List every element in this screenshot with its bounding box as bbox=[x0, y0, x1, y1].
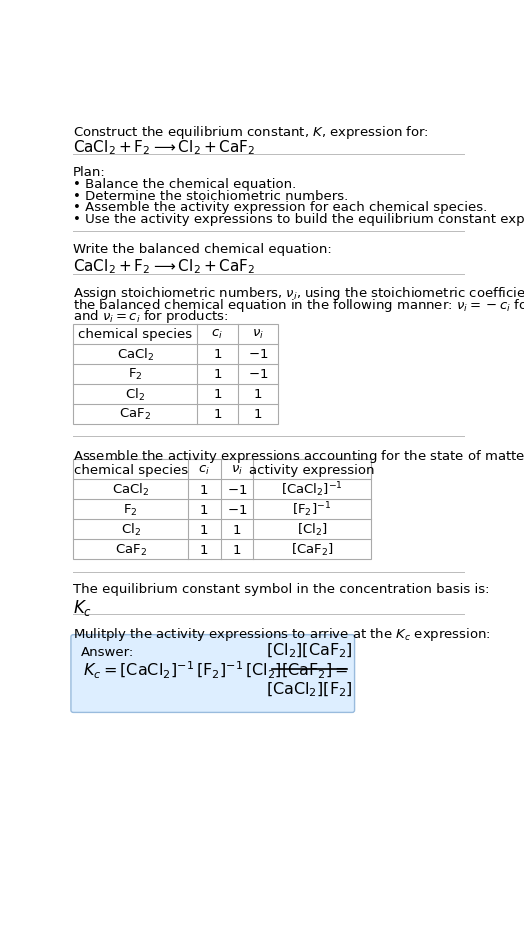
Text: $1$: $1$ bbox=[253, 387, 263, 401]
Text: $\mathrm{CaF_2}$: $\mathrm{CaF_2}$ bbox=[119, 407, 151, 422]
Text: Assemble the activity expressions accounting for the state of matter and $\nu_i$: Assemble the activity expressions accoun… bbox=[73, 447, 524, 465]
Text: $\nu_i$: $\nu_i$ bbox=[231, 463, 243, 476]
Text: • Determine the stoichiometric numbers.: • Determine the stoichiometric numbers. bbox=[73, 189, 348, 203]
Text: $K_c = [\mathrm{CaCl_2}]^{-1}\,[\mathrm{F_2}]^{-1}\,[\mathrm{Cl_2}][\mathrm{CaF_: $K_c = [\mathrm{CaCl_2}]^{-1}\,[\mathrm{… bbox=[83, 659, 348, 680]
Text: $\mathrm{CaF_2}$: $\mathrm{CaF_2}$ bbox=[115, 542, 147, 557]
Text: $\mathrm{CaCl_2 + F_2 \longrightarrow Cl_2 + CaF_2}$: $\mathrm{CaCl_2 + F_2 \longrightarrow Cl… bbox=[73, 138, 256, 157]
Text: $c_i$: $c_i$ bbox=[198, 463, 210, 476]
Text: Assign stoichiometric numbers, $\nu_i$, using the stoichiometric coefficients, $: Assign stoichiometric numbers, $\nu_i$, … bbox=[73, 285, 524, 302]
Text: 1: 1 bbox=[200, 503, 209, 516]
Text: The equilibrium constant symbol in the concentration basis is:: The equilibrium constant symbol in the c… bbox=[73, 583, 490, 596]
Text: and $\nu_i = c_i$ for products:: and $\nu_i = c_i$ for products: bbox=[73, 308, 229, 325]
FancyBboxPatch shape bbox=[71, 635, 355, 713]
Text: $c_i$: $c_i$ bbox=[212, 327, 223, 341]
Text: activity expression: activity expression bbox=[249, 463, 375, 476]
Text: $\mathrm{Cl_2}$: $\mathrm{Cl_2}$ bbox=[121, 522, 140, 538]
Text: $-1$: $-1$ bbox=[247, 347, 268, 361]
Text: $[\mathrm{Cl_2}]$: $[\mathrm{Cl_2}]$ bbox=[297, 522, 328, 538]
Text: $\mathrm{F_2}$: $\mathrm{F_2}$ bbox=[123, 502, 138, 517]
Text: $[\mathrm{Cl_2}][\mathrm{CaF_2}]$: $[\mathrm{Cl_2}][\mathrm{CaF_2}]$ bbox=[266, 642, 353, 660]
Text: $\mathrm{CaCl_2}$: $\mathrm{CaCl_2}$ bbox=[112, 482, 149, 498]
Text: $-1$: $-1$ bbox=[226, 483, 247, 496]
Bar bbox=[73, 325, 278, 425]
Text: • Use the activity expressions to build the equilibrium constant expression.: • Use the activity expressions to build … bbox=[73, 212, 524, 226]
Text: $[\mathrm{CaF_2}]$: $[\mathrm{CaF_2}]$ bbox=[291, 542, 333, 558]
Text: • Assemble the activity expression for each chemical species.: • Assemble the activity expression for e… bbox=[73, 201, 487, 214]
Text: chemical species: chemical species bbox=[73, 463, 188, 476]
Text: 1: 1 bbox=[213, 387, 222, 401]
Text: 1: 1 bbox=[213, 347, 222, 361]
Text: 1: 1 bbox=[200, 523, 209, 536]
Text: 1: 1 bbox=[213, 407, 222, 421]
Text: $\mathrm{F_2}$: $\mathrm{F_2}$ bbox=[128, 367, 143, 382]
Text: Answer:: Answer: bbox=[81, 645, 134, 658]
Text: $1$: $1$ bbox=[253, 407, 263, 421]
Text: $K_c$: $K_c$ bbox=[73, 597, 92, 617]
Bar bbox=[73, 460, 371, 560]
Text: • Balance the chemical equation.: • Balance the chemical equation. bbox=[73, 178, 297, 191]
Text: $-1$: $-1$ bbox=[247, 367, 268, 381]
Text: chemical species: chemical species bbox=[78, 327, 192, 341]
Text: Construct the equilibrium constant, $K$, expression for:: Construct the equilibrium constant, $K$,… bbox=[73, 124, 429, 141]
Text: $\mathrm{Cl_2}$: $\mathrm{Cl_2}$ bbox=[125, 387, 145, 403]
Text: 1: 1 bbox=[200, 483, 209, 496]
Text: $[\mathrm{CaCl_2}]^{-1}$: $[\mathrm{CaCl_2}]^{-1}$ bbox=[281, 480, 343, 499]
Text: $[\mathrm{CaCl_2}][\mathrm{F_2}]$: $[\mathrm{CaCl_2}][\mathrm{F_2}]$ bbox=[266, 680, 353, 698]
Text: $1$: $1$ bbox=[232, 543, 242, 556]
Text: Plan:: Plan: bbox=[73, 166, 106, 179]
Text: 1: 1 bbox=[200, 543, 209, 556]
Text: Write the balanced chemical equation:: Write the balanced chemical equation: bbox=[73, 243, 332, 256]
Text: Mulitply the activity expressions to arrive at the $K_c$ expression:: Mulitply the activity expressions to arr… bbox=[73, 625, 491, 642]
Text: the balanced chemical equation in the following manner: $\nu_i = -c_i$ for react: the balanced chemical equation in the fo… bbox=[73, 296, 524, 313]
Text: $\nu_i$: $\nu_i$ bbox=[252, 327, 264, 341]
Text: $\mathrm{CaCl_2}$: $\mathrm{CaCl_2}$ bbox=[116, 347, 154, 363]
Text: $[\mathrm{F_2}]^{-1}$: $[\mathrm{F_2}]^{-1}$ bbox=[292, 500, 332, 519]
Text: 1: 1 bbox=[213, 367, 222, 381]
Text: $1$: $1$ bbox=[232, 523, 242, 536]
Text: $-1$: $-1$ bbox=[226, 503, 247, 516]
Text: $\mathrm{CaCl_2 + F_2 \longrightarrow Cl_2 + CaF_2}$: $\mathrm{CaCl_2 + F_2 \longrightarrow Cl… bbox=[73, 257, 256, 276]
